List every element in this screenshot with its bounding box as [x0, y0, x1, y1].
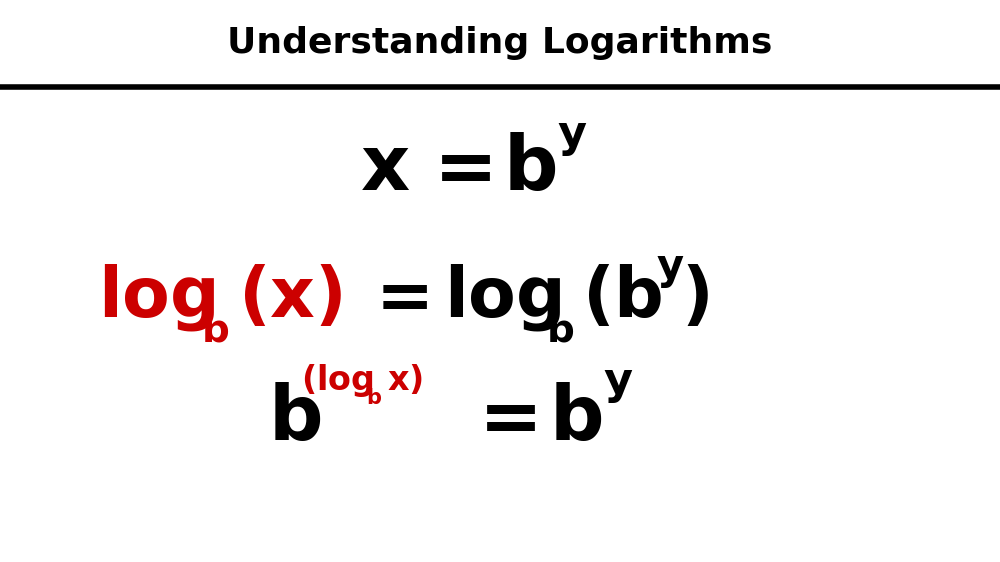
Text: $\mathbf{=}$: $\mathbf{=}$: [464, 382, 536, 456]
Text: $\mathbf{(log}$: $\mathbf{(log}$: [301, 362, 373, 399]
Text: $\mathbf{(x)}$: $\mathbf{(x)}$: [238, 264, 342, 332]
Text: $\mathbf{log}$: $\mathbf{log}$: [444, 262, 562, 333]
Text: $\mathbf{b}$: $\mathbf{b}$: [546, 311, 574, 350]
Text: $\mathbf{)}$: $\mathbf{)}$: [681, 264, 709, 332]
Text: $\mathbf{y}$: $\mathbf{y}$: [557, 115, 587, 157]
Text: $\mathbf{x)}$: $\mathbf{x)}$: [387, 364, 423, 397]
Text: $\mathbf{b}$: $\mathbf{b}$: [549, 382, 603, 456]
Text: $\mathbf{y}$: $\mathbf{y}$: [656, 248, 684, 289]
Text: Understanding Logarithms: Understanding Logarithms: [227, 26, 773, 60]
Text: $\mathbf{log}$: $\mathbf{log}$: [98, 262, 216, 333]
Text: $\mathbf{=}$: $\mathbf{=}$: [362, 264, 428, 332]
Text: $\mathbf{=}$: $\mathbf{=}$: [419, 132, 491, 206]
Text: $\mathbf{b}$: $\mathbf{b}$: [366, 388, 382, 409]
Text: $\mathbf{(b}$: $\mathbf{(b}$: [582, 264, 662, 332]
Text: $\mathbf{x}$: $\mathbf{x}$: [360, 132, 410, 206]
Text: $\mathbf{b}$: $\mathbf{b}$: [268, 382, 322, 456]
Text: $\mathbf{y}$: $\mathbf{y}$: [603, 362, 633, 405]
Text: $\mathbf{b}$: $\mathbf{b}$: [503, 132, 557, 206]
Text: $\mathbf{b}$: $\mathbf{b}$: [201, 311, 229, 350]
